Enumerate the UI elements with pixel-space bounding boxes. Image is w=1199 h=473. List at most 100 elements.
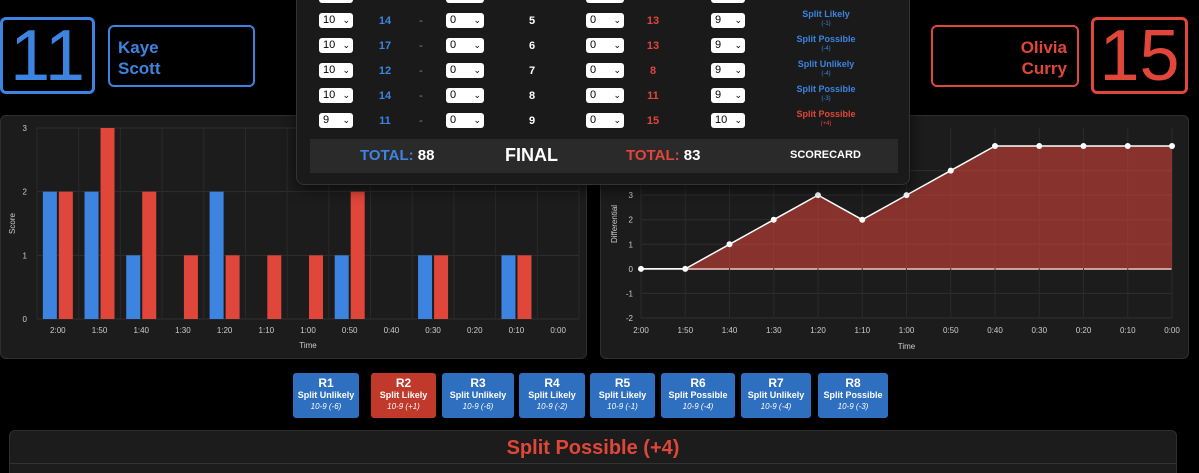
scorecard-row: 10 ⌄ 14 - 0 ⌄ 8 0 ⌄ 11 9 ⌄ Split Possible (-3) xyxy=(297,83,909,108)
round-button-r7[interactable]: R7 Split Unlikely 10-9 (-4) xyxy=(741,373,811,418)
round-button-r4[interactable]: R4 Split Likely 10-9 (-2) xyxy=(519,373,585,418)
round-button-r2[interactable]: R2 Split Likely 10-9 (+1) xyxy=(371,373,436,418)
red-bar xyxy=(225,255,240,319)
round-verdict-label: Split Unlikely xyxy=(747,390,805,400)
round-score-label: 10-9 (+1) xyxy=(387,402,420,411)
chevron-down-icon: ⌄ xyxy=(734,15,742,25)
x-tick-label: 1:40 xyxy=(133,326,149,335)
round-button-r3[interactable]: R3 Split Unlikely 10-9 (-6) xyxy=(442,373,514,418)
dash: - xyxy=(416,0,426,3)
blue-total-value: 88 xyxy=(417,147,435,164)
round-button-r5[interactable]: R5 Split Likely 10-9 (-1) xyxy=(590,373,655,418)
y-axis-label: Score xyxy=(8,213,17,234)
round-score-label: 10-9 (-2) xyxy=(536,402,568,411)
chevron-down-icon: ⌄ xyxy=(473,65,481,75)
data-point xyxy=(638,265,644,272)
round-verdict-label: Split Possible xyxy=(823,390,883,400)
round-number: 9 xyxy=(528,115,536,127)
red-score-select[interactable]: 10⌄ xyxy=(711,0,745,3)
x-tick-label: 1:10 xyxy=(259,326,275,335)
x-tick-label: 0:00 xyxy=(550,326,566,335)
red-round-score: 13 xyxy=(646,40,660,52)
x-axis-label: Time xyxy=(898,342,916,351)
y-tick-label: 1 xyxy=(629,240,634,249)
chevron-down-icon: ⌄ xyxy=(473,15,481,25)
scorecard-row: 10 ⌄ 17 - 0 ⌄ 6 0 ⌄ 13 9 ⌄ Split Possible (-4) xyxy=(297,33,909,58)
red-deduction-select[interactable]: 0⌄ xyxy=(586,13,624,28)
round-score-label: 10-9 (-4) xyxy=(682,402,714,411)
red-bar xyxy=(517,255,532,319)
y-tick-label: -1 xyxy=(626,289,634,298)
chevron-down-icon: ⌄ xyxy=(342,90,350,100)
data-point xyxy=(682,265,689,272)
deduction-select[interactable]: 0⌄ xyxy=(446,0,484,3)
round-score-label: 10-9 (-6) xyxy=(462,402,494,411)
x-tick-label: 0:50 xyxy=(943,326,959,335)
x-tick-label: 1:40 xyxy=(722,326,738,335)
dash: - xyxy=(419,65,423,77)
x-tick-label: 1:30 xyxy=(175,326,191,335)
deduction-select[interactable]: 0⌄ xyxy=(446,113,484,128)
x-tick-label: 0:00 xyxy=(1164,326,1180,335)
blue-first-name: Kaye xyxy=(118,38,159,57)
dash: - xyxy=(419,40,423,52)
round-verdict-label: Split Likely xyxy=(379,390,428,400)
blue-score-select[interactable]: 10⌄ xyxy=(319,0,353,3)
y-tick-label: 0 xyxy=(23,315,28,324)
red-deduction-select[interactable]: 0⌄ xyxy=(586,63,624,78)
blue-score-select[interactable]: 10⌄ xyxy=(319,63,353,78)
chevron-down-icon: ⌄ xyxy=(342,0,350,3)
blue-bar xyxy=(334,255,349,319)
scorecard-link[interactable]: SCORECARD xyxy=(790,149,861,161)
round-button-r8[interactable]: R8 Split Possible 10-9 (-3) xyxy=(818,373,888,418)
red-fighter-name: Olivia Curry xyxy=(931,25,1079,87)
round-verdict-label: Split Likely xyxy=(528,390,576,400)
deduction-select[interactable]: 0⌄ xyxy=(446,63,484,78)
red-bar xyxy=(350,191,365,319)
round-label: R8 xyxy=(845,376,861,390)
chevron-down-icon: ⌄ xyxy=(473,0,481,3)
red-score-select[interactable]: 10⌄ xyxy=(711,113,745,128)
chevron-down-icon: ⌄ xyxy=(473,115,481,125)
round-label: R4 xyxy=(544,376,560,390)
blue-score-select[interactable]: 9 ⌄ xyxy=(319,113,353,128)
deduction-select[interactable]: 0⌄ xyxy=(446,38,484,53)
red-deduction-select[interactable]: 0⌄ xyxy=(586,38,624,53)
final-label: FINAL xyxy=(505,145,558,165)
round-button-r6[interactable]: R6 Split Possible 10-9 (-4) xyxy=(661,373,735,418)
deduction-select[interactable]: 0⌄ xyxy=(446,88,484,103)
round-verdict-label: Split Likely xyxy=(598,390,647,400)
x-tick-label: 1:20 xyxy=(810,326,826,335)
x-tick-label: 0:30 xyxy=(425,326,441,335)
scorecard-row: 10⌄16-0⌄40⌄1410⌄(-2) xyxy=(297,0,909,8)
blue-score-select[interactable]: 10⌄ xyxy=(319,13,353,28)
deduction-select[interactable]: 0⌄ xyxy=(446,13,484,28)
round-score-label: 10-9 (-3) xyxy=(837,402,869,411)
data-point xyxy=(726,241,733,248)
x-tick-label: 1:30 xyxy=(766,326,782,335)
blue-score-select[interactable]: 10⌄ xyxy=(319,38,353,53)
y-axis-label: Differential xyxy=(610,205,619,243)
x-tick-label: 0:20 xyxy=(1076,326,1092,335)
y-tick-label: 0 xyxy=(629,265,634,274)
red-round-score: 15 xyxy=(646,115,660,127)
x-tick-label: 2:00 xyxy=(633,326,649,335)
blue-score-select[interactable]: 10⌄ xyxy=(319,88,353,103)
x-axis-label: Time xyxy=(299,341,317,350)
red-score-select[interactable]: 9 ⌄ xyxy=(711,38,745,53)
red-deduction-select[interactable]: 0⌄ xyxy=(586,88,624,103)
data-point xyxy=(770,216,777,223)
x-tick-label: 1:20 xyxy=(217,326,233,335)
x-tick-label: 0:10 xyxy=(1120,326,1136,335)
round-verdict-label: Split Possible xyxy=(668,390,728,400)
x-tick-label: 0:20 xyxy=(467,326,483,335)
red-deduction-select[interactable]: 0⌄ xyxy=(586,113,624,128)
red-score-select[interactable]: 9 ⌄ xyxy=(711,13,745,28)
red-score-select[interactable]: 9 ⌄ xyxy=(711,63,745,78)
data-point xyxy=(992,143,998,149)
y-tick-label: 2 xyxy=(23,188,28,197)
red-score-select[interactable]: 9 ⌄ xyxy=(711,88,745,103)
red-deduction-select[interactable]: 0⌄ xyxy=(586,0,624,3)
red-bar xyxy=(434,255,449,319)
round-button-r1[interactable]: R1 Split Unlikely 10-9 (-6) xyxy=(293,373,359,418)
